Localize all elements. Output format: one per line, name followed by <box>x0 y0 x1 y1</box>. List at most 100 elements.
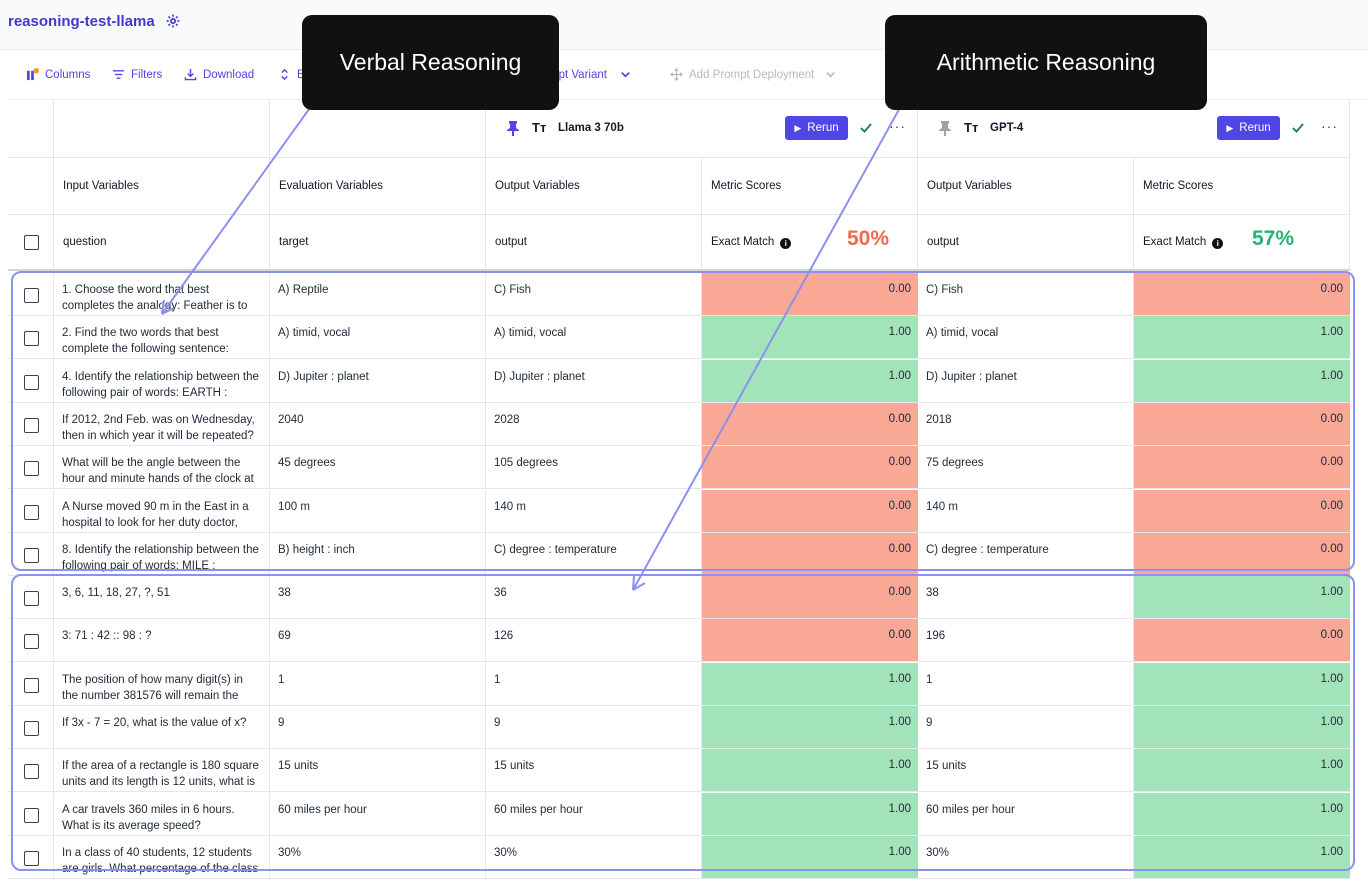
score-cell[interactable]: 0.00 <box>702 273 918 315</box>
score-cell[interactable]: 1.00 <box>1134 706 1350 748</box>
exact-match-column-header[interactable]: Exact Match i <box>1143 236 1224 249</box>
question-cell[interactable]: 3: 71 : 42 :: 98 : ? <box>54 619 270 661</box>
table-row[interactable]: 3: 71 : 42 :: 98 : ? 69 126 0.00 196 0.00 <box>8 619 1350 662</box>
score-cell[interactable]: 1.00 <box>702 836 918 878</box>
score-cell[interactable]: 1.00 <box>1134 793 1350 835</box>
output-cell[interactable]: 196 <box>918 619 1134 661</box>
check-icon[interactable] <box>859 121 873 135</box>
row-checkbox[interactable] <box>24 288 39 303</box>
output-cell[interactable]: 1 <box>918 663 1134 705</box>
score-cell[interactable]: 1.00 <box>1134 749 1350 791</box>
add-prompt-variant-button[interactable]: mpt Variant <box>549 68 632 81</box>
target-cell[interactable]: 30% <box>270 836 486 878</box>
question-cell[interactable]: A Nurse moved 90 m in the East in a hosp… <box>54 490 270 532</box>
table-row[interactable]: A car travels 360 miles in 6 hours. What… <box>8 793 1350 836</box>
question-cell[interactable]: In a class of 40 students, 12 students a… <box>54 836 270 878</box>
table-row[interactable]: In a class of 40 students, 12 students a… <box>8 836 1350 879</box>
row-checkbox[interactable] <box>24 591 39 606</box>
output-cell[interactable]: 30% <box>918 836 1134 878</box>
score-cell[interactable]: 1.00 <box>1134 360 1350 402</box>
question-column-header[interactable]: question <box>63 236 107 248</box>
score-cell[interactable]: 1.00 <box>702 360 918 402</box>
target-cell[interactable]: B) height : inch <box>270 533 486 575</box>
output-cell[interactable]: 140 m <box>486 490 702 532</box>
output-cell[interactable]: 36 <box>486 576 702 618</box>
table-row[interactable]: The position of how many digit(s) in the… <box>8 663 1350 706</box>
output-cell[interactable]: D) Jupiter : planet <box>486 360 702 402</box>
output-cell[interactable]: 126 <box>486 619 702 661</box>
question-cell[interactable]: A car travels 360 miles in 6 hours. What… <box>54 793 270 835</box>
output-cell[interactable]: 105 degrees <box>486 446 702 488</box>
output-cell[interactable]: 30% <box>486 836 702 878</box>
output-cell[interactable]: 1 <box>486 663 702 705</box>
table-row[interactable]: If 3x - 7 = 20, what is the value of x? 9… <box>8 706 1350 749</box>
score-cell[interactable]: 0.00 <box>1134 403 1350 445</box>
target-cell[interactable]: 60 miles per hour <box>270 793 486 835</box>
output-cell[interactable]: 38 <box>918 576 1134 618</box>
table-row[interactable]: A Nurse moved 90 m in the East in a hosp… <box>8 490 1350 533</box>
target-cell[interactable]: 2040 <box>270 403 486 445</box>
question-cell[interactable]: If 2012, 2nd Feb. was on Wednesday, then… <box>54 403 270 445</box>
output-cell[interactable]: A) timid, vocal <box>918 316 1134 358</box>
target-cell[interactable]: D) Jupiter : planet <box>270 360 486 402</box>
row-checkbox[interactable] <box>24 678 39 693</box>
table-row[interactable]: 2. Find the two words that best complete… <box>8 316 1350 359</box>
score-cell[interactable]: 0.00 <box>702 576 918 618</box>
row-checkbox[interactable] <box>24 808 39 823</box>
target-cell[interactable]: 38 <box>270 576 486 618</box>
rerun-button[interactable]: ▶ Rerun <box>785 116 848 140</box>
row-checkbox[interactable] <box>24 461 39 476</box>
score-cell[interactable]: 0.00 <box>1134 619 1350 661</box>
question-cell[interactable]: 1. Choose the word that best completes t… <box>54 273 270 315</box>
score-cell[interactable]: 1.00 <box>702 316 918 358</box>
score-cell[interactable]: 0.00 <box>1134 533 1350 575</box>
exact-match-column-header[interactable]: Exact Match i <box>711 236 792 249</box>
target-cell[interactable]: 45 degrees <box>270 446 486 488</box>
output-cell[interactable]: 60 miles per hour <box>486 793 702 835</box>
target-cell[interactable]: A) Reptile <box>270 273 486 315</box>
output-column-header[interactable]: output <box>495 236 527 248</box>
row-checkbox[interactable] <box>24 331 39 346</box>
score-cell[interactable]: 0.00 <box>702 446 918 488</box>
row-checkbox[interactable] <box>24 375 39 390</box>
score-cell[interactable]: 0.00 <box>702 490 918 532</box>
question-cell[interactable]: If 3x - 7 = 20, what is the value of x? <box>54 706 270 748</box>
table-row[interactable]: 3, 6, 11, 18, 27, ?, 51 38 36 0.00 38 1.00 <box>8 576 1350 619</box>
score-cell[interactable]: 1.00 <box>1134 316 1350 358</box>
question-cell[interactable]: What will be the angle between the hour … <box>54 446 270 488</box>
target-column-header[interactable]: target <box>279 236 309 248</box>
output-cell[interactable]: 15 units <box>918 749 1134 791</box>
row-checkbox[interactable] <box>24 764 39 779</box>
table-row[interactable]: 1. Choose the word that best completes t… <box>8 273 1350 316</box>
output-cell[interactable]: C) Fish <box>486 273 702 315</box>
score-cell[interactable]: 1.00 <box>1134 663 1350 705</box>
add-prompt-deployment-button[interactable]: Add Prompt Deployment <box>670 68 837 81</box>
score-cell[interactable]: 1.00 <box>702 706 918 748</box>
target-cell[interactable]: 100 m <box>270 490 486 532</box>
table-row[interactable]: If the area of a rectangle is 180 square… <box>8 749 1350 792</box>
table-row[interactable]: What will be the angle between the hour … <box>8 446 1350 489</box>
download-button[interactable]: Download <box>184 68 254 81</box>
output-cell[interactable]: 75 degrees <box>918 446 1134 488</box>
pin-icon[interactable] <box>506 120 520 136</box>
target-cell[interactable]: 15 units <box>270 749 486 791</box>
output-cell[interactable]: 140 m <box>918 490 1134 532</box>
output-cell[interactable]: 15 units <box>486 749 702 791</box>
rerun-button[interactable]: ▶ Rerun <box>1217 116 1280 140</box>
filters-button[interactable]: Filters <box>112 68 162 81</box>
score-cell[interactable]: 0.00 <box>1134 490 1350 532</box>
score-cell[interactable]: 1.00 <box>1134 836 1350 878</box>
output-cell[interactable]: 9 <box>486 706 702 748</box>
score-cell[interactable]: 1.00 <box>702 793 918 835</box>
row-checkbox[interactable] <box>24 634 39 649</box>
score-cell[interactable]: 0.00 <box>1134 273 1350 315</box>
table-row[interactable]: If 2012, 2nd Feb. was on Wednesday, then… <box>8 403 1350 446</box>
score-cell[interactable]: 0.00 <box>702 533 918 575</box>
score-cell[interactable]: 1.00 <box>702 749 918 791</box>
row-checkbox[interactable] <box>24 505 39 520</box>
question-cell[interactable]: 3, 6, 11, 18, 27, ?, 51 <box>54 576 270 618</box>
target-cell[interactable]: 9 <box>270 706 486 748</box>
question-cell[interactable]: 4. Identify the relationship between the… <box>54 360 270 402</box>
app-title[interactable]: reasoning-test-llama <box>8 13 155 30</box>
target-cell[interactable]: A) timid, vocal <box>270 316 486 358</box>
